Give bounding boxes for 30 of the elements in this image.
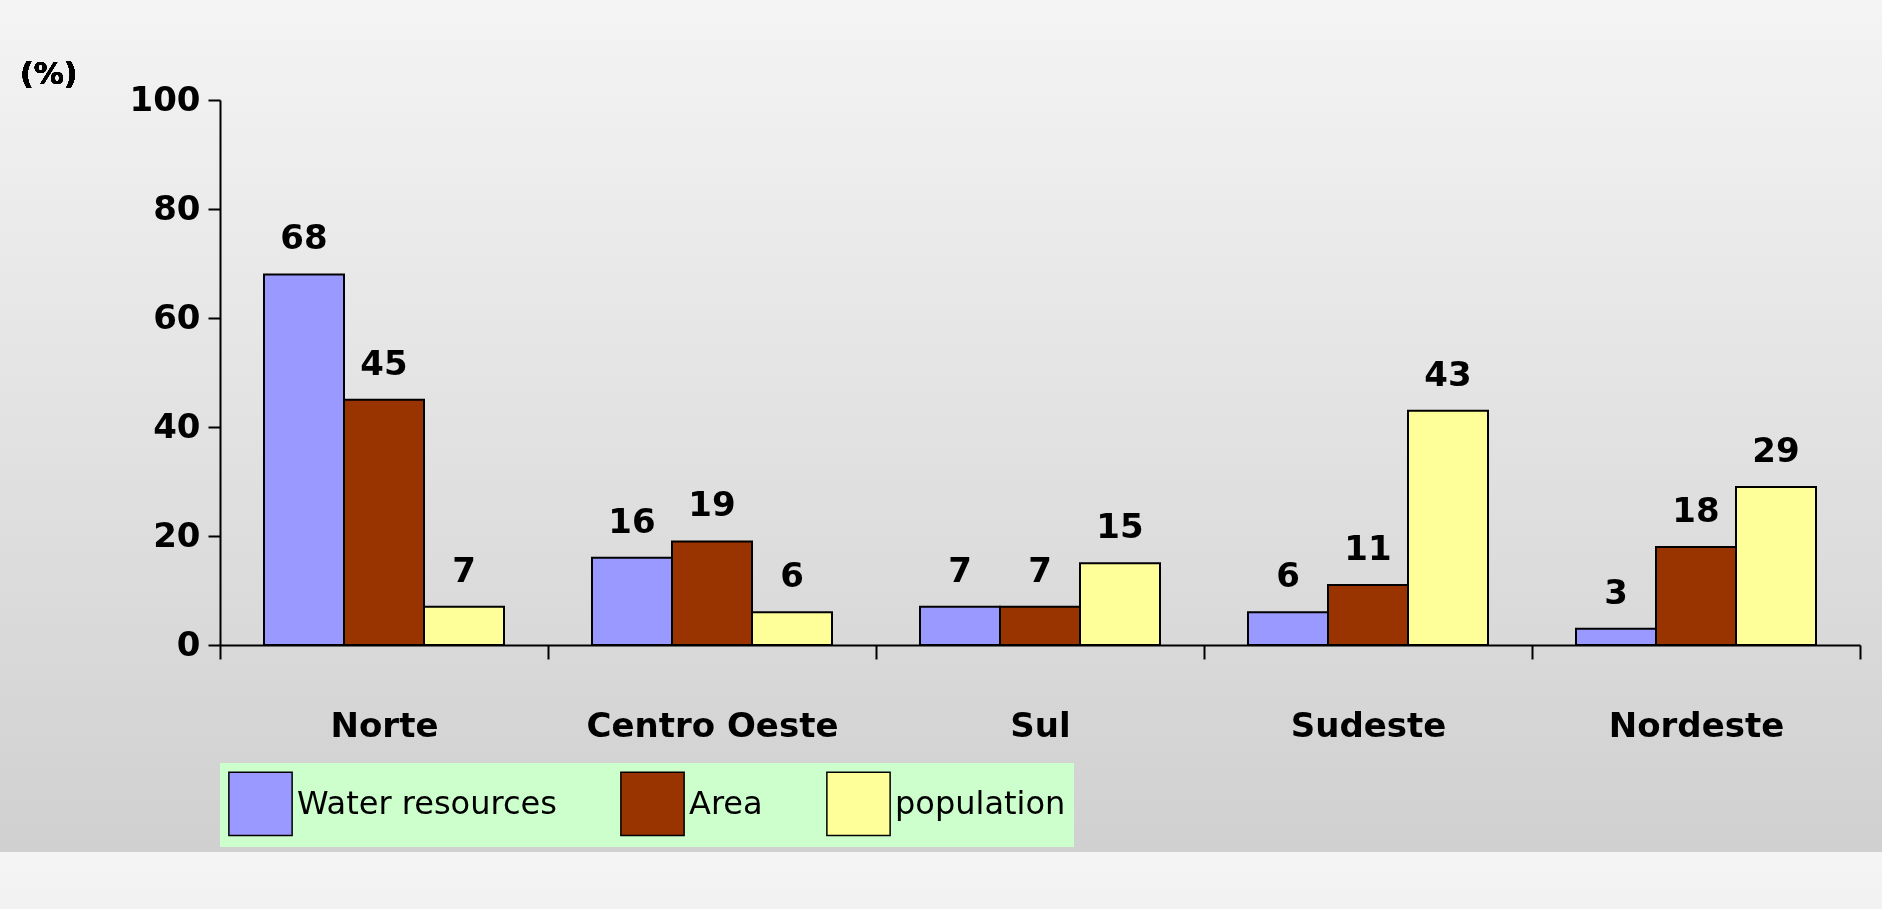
y-axis-title: (%) [20, 56, 78, 91]
legend-label: Water resources [297, 783, 557, 822]
data-label: 15 [1096, 506, 1144, 547]
y-tick-label: 20 [153, 514, 201, 555]
data-label: 43 [1424, 353, 1472, 394]
x-tick-label: Centro Oeste [586, 704, 839, 745]
y-tick-label: 100 [129, 78, 201, 119]
legend-label: Area [689, 783, 763, 822]
data-label: 29 [1752, 429, 1800, 470]
x-tick-label: Norte [330, 704, 439, 745]
x-tick-label: Sul [1010, 704, 1071, 745]
data-label: 16 [608, 500, 656, 541]
x-tick-label: Sudeste [1290, 704, 1447, 745]
data-label: 11 [1344, 528, 1392, 569]
y-tick-label: 80 [153, 187, 201, 228]
data-label: 18 [1672, 489, 1720, 530]
x-tick-label: Nordeste [1608, 704, 1785, 745]
y-tick-label: 60 [153, 296, 201, 337]
data-label: 3 [1604, 571, 1628, 612]
legend-label: population [895, 783, 1066, 822]
y-tick-label: 40 [153, 405, 201, 446]
data-label: 68 [280, 217, 328, 258]
data-label: 6 [1276, 555, 1300, 596]
data-label: 19 [688, 484, 736, 525]
data-label: 7 [1028, 549, 1052, 590]
data-label: 6 [780, 555, 804, 596]
data-label: 45 [360, 342, 408, 383]
data-label: 7 [452, 549, 476, 590]
y-tick-label: 0 [176, 623, 201, 664]
data-label: 7 [948, 549, 972, 590]
